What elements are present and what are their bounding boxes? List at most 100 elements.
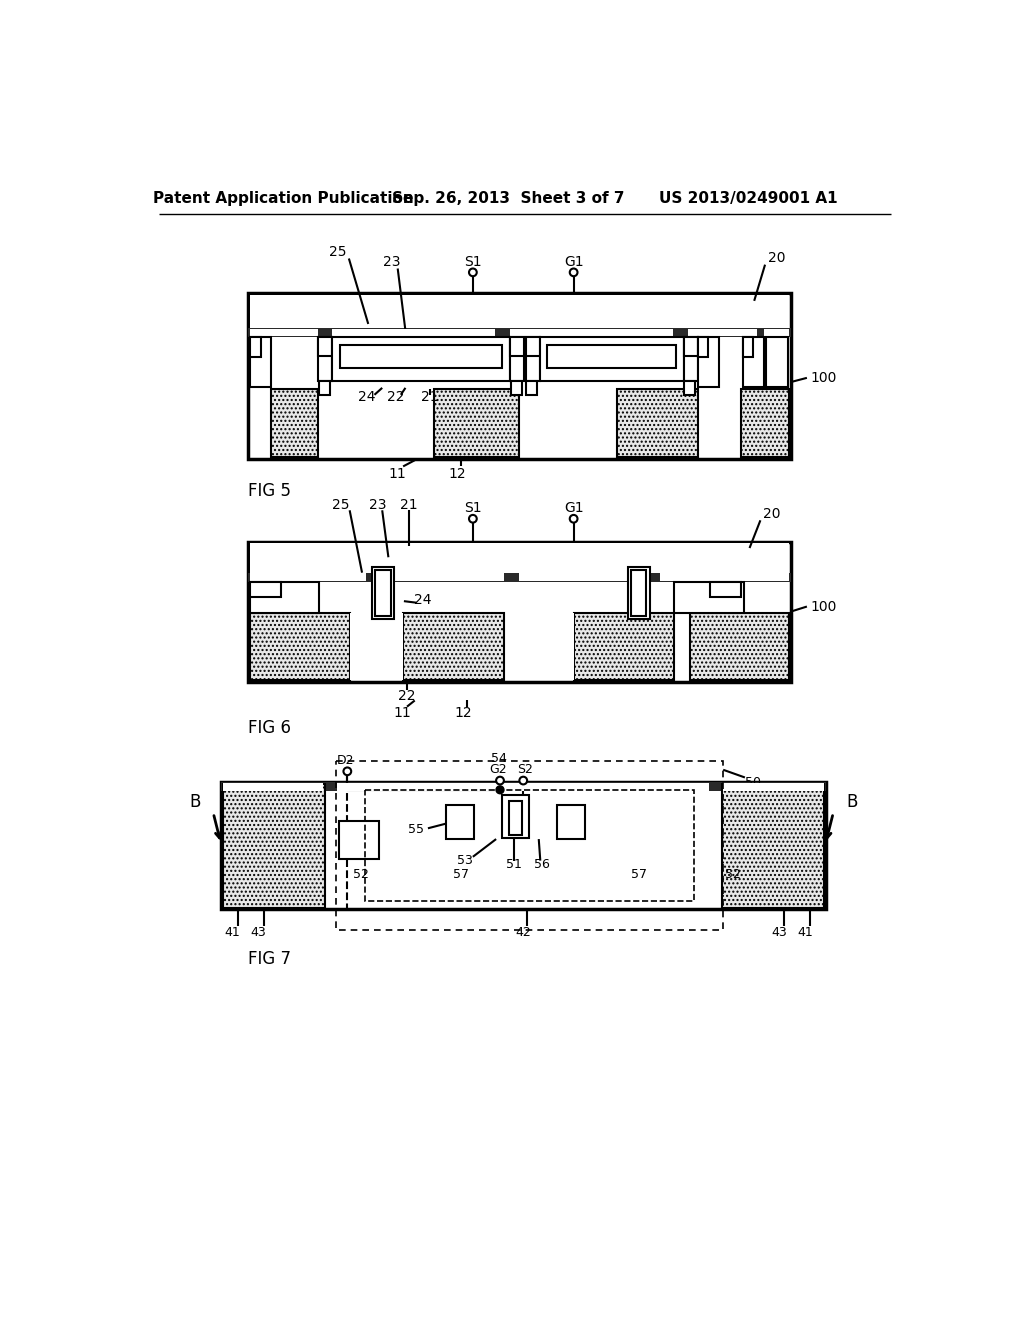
Text: 52: 52 <box>352 869 369 880</box>
Text: S1: S1 <box>464 255 481 268</box>
Text: S1: S1 <box>464 502 481 515</box>
Bar <box>317 337 332 355</box>
Text: FIG 6: FIG 6 <box>248 719 291 737</box>
Text: 50: 50 <box>744 776 761 788</box>
Bar <box>378 573 504 581</box>
Text: 55: 55 <box>409 824 424 837</box>
Bar <box>271 388 317 457</box>
Bar <box>502 795 529 838</box>
Bar <box>510 329 673 337</box>
Bar <box>675 582 744 612</box>
Bar <box>697 337 709 358</box>
Bar <box>250 294 790 330</box>
Bar <box>525 337 540 381</box>
Bar <box>318 381 330 395</box>
Text: 21: 21 <box>422 391 439 404</box>
Bar <box>628 566 649 619</box>
Text: 12: 12 <box>449 467 466 480</box>
Text: G1: G1 <box>564 502 584 515</box>
Bar <box>722 784 824 908</box>
Bar <box>547 345 676 368</box>
Bar <box>510 337 524 355</box>
Bar <box>366 789 693 902</box>
Circle shape <box>469 515 477 523</box>
Text: 21: 21 <box>399 498 418 512</box>
Text: 100: 100 <box>810 371 837 385</box>
Bar <box>684 337 697 381</box>
Text: 43: 43 <box>250 925 266 939</box>
Bar <box>372 566 394 619</box>
Text: 52: 52 <box>725 869 740 880</box>
Text: B: B <box>846 793 857 810</box>
Text: 51: 51 <box>506 858 522 871</box>
Text: 53: 53 <box>457 854 473 867</box>
Bar <box>510 337 524 381</box>
Bar <box>526 381 538 395</box>
Bar <box>317 337 332 381</box>
Bar <box>540 337 684 381</box>
Bar <box>445 805 474 840</box>
Bar <box>222 783 324 791</box>
Bar <box>688 329 757 337</box>
Bar <box>764 329 790 337</box>
Text: G2: G2 <box>489 763 507 776</box>
Bar <box>511 381 521 395</box>
Text: 42: 42 <box>515 925 531 939</box>
Bar <box>332 337 510 381</box>
Circle shape <box>569 268 578 276</box>
Text: 20: 20 <box>764 507 781 521</box>
Text: US 2013/0249001 A1: US 2013/0249001 A1 <box>658 191 838 206</box>
Bar <box>525 337 540 355</box>
Bar <box>766 337 787 387</box>
Bar <box>690 612 790 681</box>
Bar <box>221 781 825 792</box>
Text: 57: 57 <box>632 869 647 880</box>
Text: B: B <box>189 793 201 810</box>
Bar <box>375 570 391 615</box>
Bar <box>350 612 403 681</box>
Bar <box>519 573 645 581</box>
Bar <box>337 783 710 791</box>
Bar <box>697 337 719 387</box>
Bar <box>684 337 697 355</box>
Text: 11: 11 <box>393 706 412 719</box>
Bar <box>434 388 519 457</box>
Bar <box>509 800 521 836</box>
Bar <box>222 784 325 908</box>
Bar <box>340 345 503 368</box>
Bar <box>557 805 586 840</box>
Circle shape <box>343 767 351 775</box>
Text: 56: 56 <box>534 858 550 871</box>
Circle shape <box>569 515 578 523</box>
Bar <box>221 781 825 909</box>
Text: S2: S2 <box>517 763 532 776</box>
Bar <box>250 582 319 612</box>
Circle shape <box>469 268 477 276</box>
Text: 43: 43 <box>771 925 786 939</box>
Bar <box>617 388 697 457</box>
Text: 11: 11 <box>389 467 407 480</box>
Bar <box>248 327 791 337</box>
Text: 24: 24 <box>414 593 431 607</box>
Bar <box>248 543 791 682</box>
Text: 25: 25 <box>329 246 346 259</box>
Text: 23: 23 <box>369 498 386 512</box>
Bar <box>660 573 790 581</box>
Text: 22: 22 <box>398 689 416 702</box>
Bar <box>710 582 741 597</box>
Text: G1: G1 <box>564 255 584 268</box>
Text: 20: 20 <box>768 252 785 265</box>
Text: 22: 22 <box>387 391 404 404</box>
Bar <box>250 573 366 581</box>
Text: Sep. 26, 2013  Sheet 3 of 7: Sep. 26, 2013 Sheet 3 of 7 <box>391 191 624 206</box>
Text: 24: 24 <box>358 391 376 404</box>
Text: FIG 7: FIG 7 <box>248 950 291 968</box>
Bar <box>336 760 723 929</box>
Text: Patent Application Publication: Patent Application Publication <box>153 191 414 206</box>
Text: 100: 100 <box>810 599 837 614</box>
Circle shape <box>496 776 504 784</box>
Bar <box>741 388 790 457</box>
Bar <box>248 293 791 459</box>
Bar <box>332 329 495 337</box>
Bar <box>573 612 675 681</box>
